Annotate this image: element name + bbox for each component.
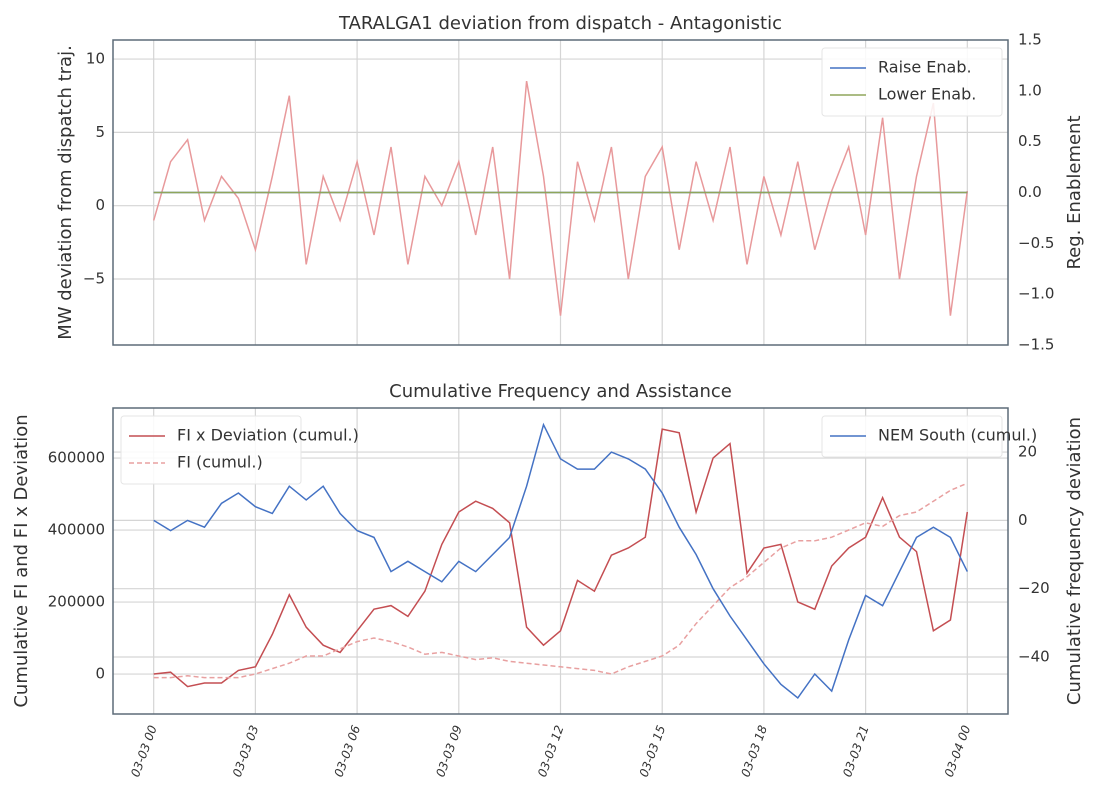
chart-title: TARALGA1 deviation from dispatch - Antag… [338, 13, 782, 34]
y2-tick-label: −1.0 [1018, 285, 1054, 303]
legend-label: Lower Enab. [878, 85, 976, 104]
legend-label: NEM South (cumul.) [878, 426, 1037, 445]
y-axis-label: Cumulative FI and FI x Deviation [11, 414, 32, 707]
x-tick-label: 03-03 00 [128, 723, 160, 779]
y-tick-label: 10 [86, 50, 105, 68]
x-tick-label: 03-03 15 [637, 723, 669, 778]
x-tick-label: 03-03 03 [230, 723, 262, 778]
y2-tick-label: 0.0 [1018, 183, 1042, 201]
y-axis-label: MW deviation from dispatch traj. [55, 45, 76, 340]
y2-tick-label: −20 [1018, 579, 1050, 597]
y2-tick-label: 1.0 [1018, 81, 1042, 99]
y2-axis-label: Cumulative frequency deviation [1064, 417, 1085, 705]
y-tick-label: 600000 [48, 449, 105, 467]
legend: FI x Deviation (cumul.) FI (cumul.) [120, 415, 359, 485]
y-tick-label: 5 [95, 123, 105, 141]
y2-tick-label: 0 [1018, 511, 1028, 529]
legend-box [120, 415, 302, 485]
y2-tick-label: −40 [1018, 647, 1050, 665]
legend-box [821, 47, 1003, 117]
y-tick-label: −5 [83, 270, 105, 288]
series-line [153, 482, 968, 679]
plot-frame [112, 39, 1009, 346]
legend-label: FI (cumul.) [177, 453, 263, 472]
y2-tick-label: 0.5 [1018, 132, 1042, 150]
x-tick-label: 03-03 18 [738, 723, 770, 779]
y2-tick-label: 20 [1018, 443, 1037, 461]
chart-title: Cumulative Frequency and Assistance [389, 381, 732, 402]
series-line [153, 422, 968, 699]
y-tick-label: 0 [95, 196, 105, 214]
legend: NEM South (cumul.) [821, 415, 1037, 458]
x-tick-label: 03-03 06 [332, 723, 364, 779]
y-tick-label: 400000 [48, 521, 105, 539]
plot-frame [112, 407, 1009, 715]
x-tick-label: 03-04 00 [942, 723, 974, 779]
x-tick-label: 03-03 09 [433, 723, 465, 778]
series-line [153, 428, 969, 688]
series-line [152, 80, 969, 316]
legend-label: FI x Deviation (cumul.) [177, 426, 359, 445]
y2-tick-label: −1.5 [1018, 336, 1054, 354]
y-tick-label: 200000 [48, 593, 105, 611]
legend: Raise Enab. Lower Enab. [821, 47, 1003, 117]
legend-box [821, 415, 1003, 458]
x-tick-label: 03-03 12 [535, 723, 567, 778]
y-tick-label: 0 [95, 665, 105, 683]
legend-label: Raise Enab. [878, 58, 972, 77]
y2-tick-label: 1.5 [1018, 31, 1042, 49]
y2-tick-label: −0.5 [1018, 234, 1054, 252]
y2-axis-label: Reg. Enablement [1064, 115, 1085, 269]
x-tick-label: 03-03 21 [840, 723, 872, 778]
